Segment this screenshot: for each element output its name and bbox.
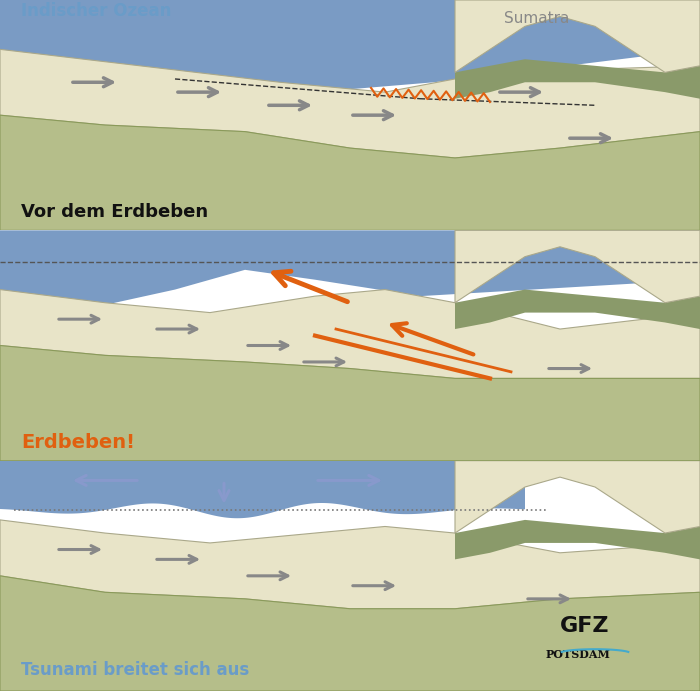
Polygon shape: [455, 0, 700, 73]
Polygon shape: [0, 115, 700, 230]
Polygon shape: [0, 49, 700, 158]
Text: GFZ: GFZ: [560, 616, 610, 636]
Text: Sumatra: Sumatra: [504, 11, 569, 26]
Polygon shape: [455, 461, 700, 533]
Text: Erdbeben!: Erdbeben!: [21, 433, 135, 451]
Polygon shape: [0, 290, 700, 379]
Polygon shape: [455, 59, 700, 99]
Polygon shape: [455, 290, 700, 329]
Text: Indischer Ozean: Indischer Ozean: [21, 3, 172, 21]
Polygon shape: [455, 520, 700, 560]
Polygon shape: [0, 520, 700, 609]
Text: POTSDAM: POTSDAM: [546, 649, 611, 660]
Polygon shape: [0, 346, 700, 461]
Polygon shape: [0, 576, 700, 691]
Polygon shape: [0, 0, 700, 99]
Polygon shape: [0, 461, 525, 518]
Text: Vor dem Erdbeben: Vor dem Erdbeben: [21, 203, 208, 221]
Polygon shape: [0, 230, 700, 323]
Text: Tsunami breitet sich aus: Tsunami breitet sich aus: [21, 661, 249, 679]
Polygon shape: [455, 230, 700, 303]
